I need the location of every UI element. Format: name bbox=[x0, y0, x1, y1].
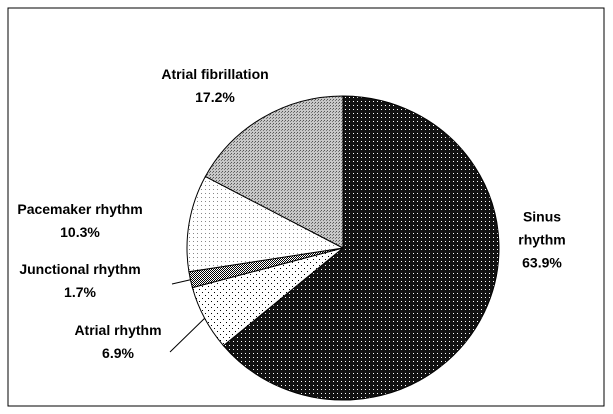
slice-label: Atrial rhythm 6.9% bbox=[74, 319, 161, 365]
category-label: Sinus rhythm bbox=[518, 208, 566, 248]
slice-label: Sinus rhythm 63.9% bbox=[512, 206, 572, 275]
pie-slice bbox=[186, 175, 345, 273]
slice-label: Pacemaker rhythm 10.3% bbox=[17, 198, 142, 244]
category-label: Junctional rhythm bbox=[19, 261, 141, 277]
category-label: Pacemaker rhythm bbox=[17, 201, 143, 217]
value-label: 6.9% bbox=[102, 345, 134, 361]
slice-label: Atrial fibrillation 17.2% bbox=[161, 63, 268, 109]
leader-line bbox=[171, 279, 191, 285]
category-label: Atrial rhythm bbox=[74, 322, 162, 338]
pie-slice bbox=[222, 95, 500, 401]
leader-line bbox=[169, 317, 206, 353]
category-label: Atrial fibrillation bbox=[161, 66, 269, 82]
slice-label: Junctional rhythm 1.7% bbox=[19, 258, 140, 304]
value-label: 63.9% bbox=[522, 254, 562, 271]
value-label: 1.7% bbox=[64, 284, 96, 300]
value-label: 17.2% bbox=[195, 89, 235, 105]
frame bbox=[7, 7, 605, 407]
value-label: 10.3% bbox=[60, 224, 100, 240]
pie-slice bbox=[204, 95, 344, 249]
